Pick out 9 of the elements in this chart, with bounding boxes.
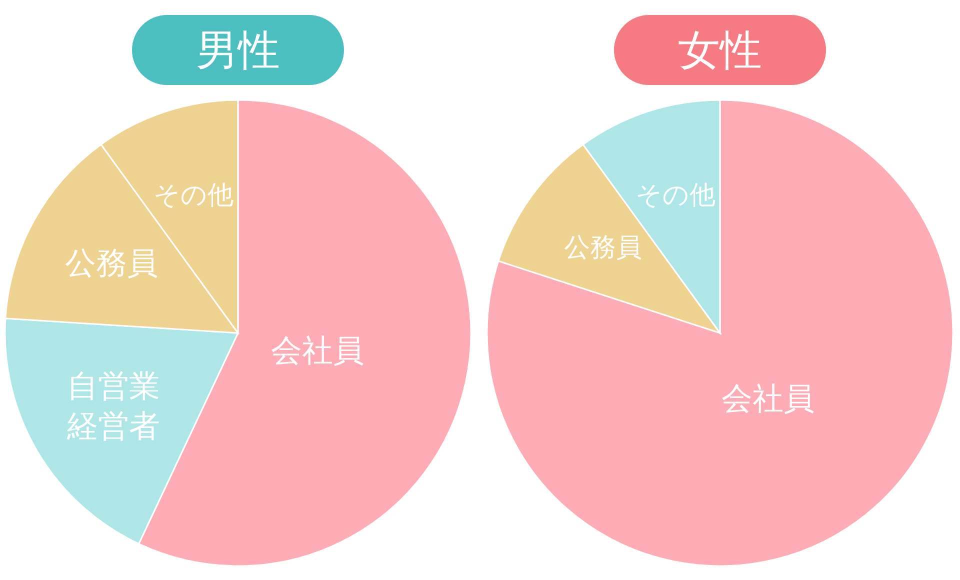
title: 男性	[196, 26, 280, 74]
label: 公務員	[564, 233, 642, 264]
label: その他	[635, 180, 716, 211]
label: 公務員	[64, 245, 158, 282]
label: 自営業経営者	[67, 368, 160, 445]
label: その他	[153, 180, 234, 211]
title: 女性	[678, 26, 762, 74]
label: 会社員	[721, 380, 814, 417]
label: 会社員	[271, 332, 364, 369]
